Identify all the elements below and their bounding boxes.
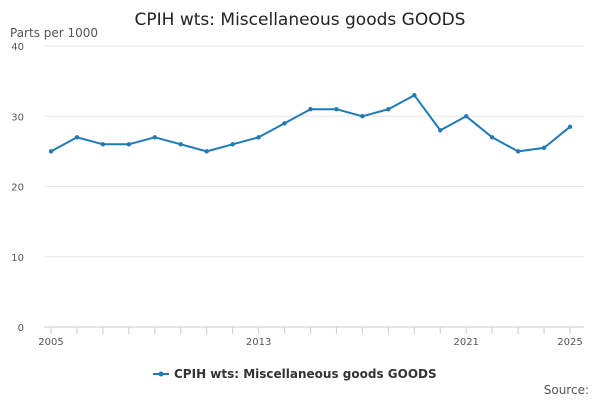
data-point[interactable]: [256, 135, 261, 140]
data-point[interactable]: [126, 142, 132, 147]
data-point[interactable]: [230, 142, 235, 147]
data-point[interactable]: [360, 114, 365, 119]
y-tick-label: 0: [18, 323, 24, 334]
data-point[interactable]: [74, 135, 80, 140]
data-point[interactable]: [464, 114, 469, 119]
y-tick-label: 20: [11, 183, 24, 194]
x-tick-label: 2013: [246, 337, 271, 348]
data-point[interactable]: [438, 128, 443, 133]
data-point[interactable]: [152, 135, 157, 140]
data-point[interactable]: [48, 149, 54, 154]
data-point[interactable]: [489, 135, 495, 140]
data-point[interactable]: [100, 142, 106, 147]
data-point[interactable]: [334, 107, 339, 112]
gridlines: [44, 45, 584, 258]
data-point[interactable]: [515, 149, 521, 154]
x-axis-tick-labels: 2005 2013 2021 2025: [38, 337, 582, 348]
data-point[interactable]: [282, 121, 287, 126]
x-tick-label: 2005: [38, 337, 63, 348]
y-tick-label: 40: [11, 42, 24, 53]
data-point[interactable]: [412, 92, 417, 98]
data-point[interactable]: [567, 124, 573, 129]
source-label: Source:: [544, 383, 589, 397]
x-axis: [44, 326, 584, 334]
legend-swatch-marker: [158, 371, 164, 377]
data-point[interactable]: [178, 142, 183, 147]
legend-label: CPIH wts: Miscellaneous goods GOODS: [174, 367, 437, 381]
data-point[interactable]: [308, 107, 313, 112]
chart-title: CPIH wts: Miscellaneous goods GOODS: [135, 10, 466, 30]
legend[interactable]: CPIH wts: Miscellaneous goods GOODS: [153, 367, 437, 381]
y-tick-label: 10: [11, 253, 24, 264]
series-plot: [48, 92, 573, 154]
y-axis-units-label: Parts per 1000: [10, 26, 98, 40]
y-tick-label: 30: [11, 112, 24, 123]
data-point[interactable]: [204, 149, 209, 154]
x-tick-label: 2021: [453, 337, 478, 348]
y-axis-tick-labels: 0 10 20 30 40: [11, 42, 24, 334]
data-point[interactable]: [541, 145, 547, 151]
x-tick-label: 2025: [557, 337, 582, 348]
data-point[interactable]: [386, 107, 391, 112]
